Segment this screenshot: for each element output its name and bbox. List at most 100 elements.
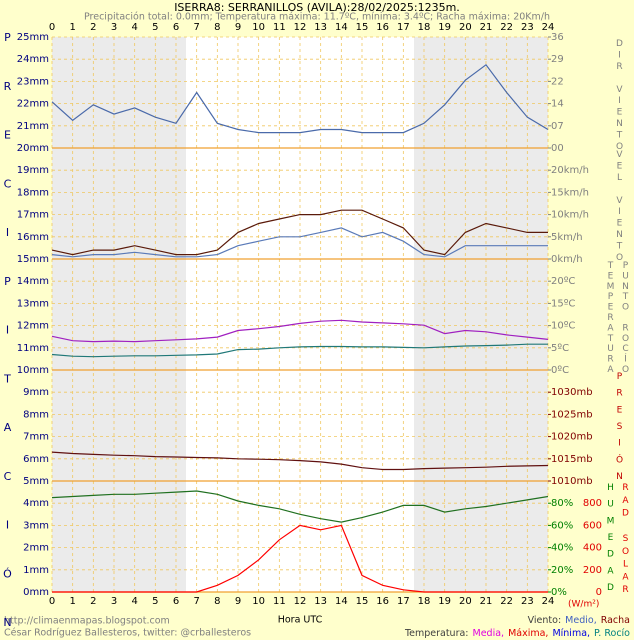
- x-tick-label: 0: [49, 22, 55, 33]
- y-tick-label: 29: [551, 54, 564, 65]
- y2-tick-label: 200: [583, 565, 602, 576]
- x-tick-label: 12: [294, 596, 307, 607]
- y-tick-label: 24mm: [17, 54, 49, 65]
- y-tick-label: 0km/h: [551, 254, 583, 265]
- y-tick-label: 0mm: [23, 587, 49, 598]
- x-tick-label: 10: [252, 596, 265, 607]
- side-label: HUMEDAD: [606, 483, 616, 600]
- x-tick-label: 11: [273, 596, 286, 607]
- legend-item: Máxima,: [508, 628, 548, 639]
- y-tick-label: 1mm: [23, 565, 49, 576]
- y-tick-label: 5km/h: [551, 232, 583, 243]
- x-tick-label: 16: [376, 22, 389, 33]
- x-tick-label: 4: [131, 596, 137, 607]
- y-tick-label: 15km/h: [551, 187, 589, 198]
- x-tick-label: 6: [173, 596, 179, 607]
- side-label: TEMPERATURA: [606, 261, 616, 375]
- footer-url: http://climaenmapas.blogspot.com: [4, 616, 170, 627]
- y-tick-label: 1015mb: [551, 454, 593, 465]
- x-tick-label: 9: [235, 22, 241, 33]
- side-label: PUNTO ROCÍO: [621, 261, 631, 375]
- footer-author: César Rodríguez Ballesteros, twitter: @c…: [4, 628, 251, 639]
- y2-unit-label: (W/m²): [568, 600, 599, 610]
- y-tick-label: 17mm: [17, 210, 49, 221]
- x-tick-label: 17: [397, 22, 410, 33]
- x-axis-label: Hora UTC: [278, 615, 323, 626]
- y-tick-label: 15ºC: [551, 298, 575, 309]
- x-tick-label: 20: [459, 22, 472, 33]
- x-tick-label: 13: [314, 22, 327, 33]
- data-line: [51, 490, 549, 523]
- legend-item: Medio,: [565, 615, 597, 626]
- y-tick-label: 07: [551, 121, 564, 132]
- x-tick-label: 8: [214, 22, 220, 33]
- y2-tick-label: 400: [583, 543, 602, 554]
- x-tick-label: 20: [459, 596, 472, 607]
- y-tick-label: 0%: [551, 587, 567, 598]
- x-tick-label: 18: [418, 22, 431, 33]
- x-tick-label: 15: [356, 596, 369, 607]
- data-line: [51, 227, 548, 258]
- x-tick-label: 24: [542, 596, 555, 607]
- y-tick-label: 13mm: [17, 298, 49, 309]
- night-shade: [52, 37, 186, 592]
- y-tick-label: 11mm: [17, 343, 49, 354]
- x-tick-label: 0: [49, 596, 55, 607]
- x-tick-label: 2: [90, 596, 96, 607]
- y-tick-label: 23mm: [17, 76, 49, 87]
- x-tick-label: 5: [152, 596, 158, 607]
- data-line: [51, 451, 549, 471]
- x-tick-label: 13: [314, 596, 327, 607]
- y-tick-label: 8mm: [23, 409, 49, 420]
- x-tick-label: 11: [273, 22, 286, 33]
- data-line: [51, 209, 548, 256]
- legend-item: Media,: [473, 628, 505, 639]
- legend-item: Mínima,: [552, 628, 590, 639]
- data-line: [52, 524, 548, 593]
- y-tick-label: 3mm: [23, 520, 49, 531]
- y-tick-label: 00: [551, 143, 564, 154]
- y-tick-label: 14mm: [17, 276, 49, 287]
- x-tick-label: 3: [111, 22, 117, 33]
- x-tick-label: 14: [335, 22, 348, 33]
- y-tick-label: 9mm: [23, 387, 49, 398]
- x-tick-label: 22: [500, 22, 513, 33]
- x-tick-label: 7: [193, 596, 199, 607]
- y-tick-label: 20mm: [17, 143, 49, 154]
- x-tick-label: 8: [214, 596, 220, 607]
- x-tick-label: 4: [131, 22, 137, 33]
- y2-tick-label: 600: [583, 520, 602, 531]
- subtitle: Precipitación total: 0.0mm; Temperatura …: [84, 12, 550, 23]
- x-tick-label: 21: [480, 596, 493, 607]
- x-tick-label: 19: [438, 596, 451, 607]
- y-tick-label: 12mm: [17, 321, 49, 332]
- y-tick-label: 20ºC: [551, 276, 575, 287]
- side-label: RAD SOLAR: [621, 483, 631, 598]
- y-tick-label: 40%: [551, 543, 573, 554]
- y-tick-label: 22mm: [17, 99, 49, 110]
- y-tick-label: 1020mb: [551, 432, 593, 443]
- x-tick-label: 15: [356, 22, 369, 33]
- x-tick-label: 17: [397, 596, 410, 607]
- y-tick-label: 18mm: [17, 187, 49, 198]
- x-tick-label: 2: [90, 22, 96, 33]
- legend-item: P. Rocío: [594, 628, 630, 639]
- y-tick-label: 14: [551, 99, 564, 110]
- legend: Viento: Medio, Racha: [528, 615, 630, 626]
- x-tick-label: 18: [418, 596, 431, 607]
- x-tick-label: 6: [173, 22, 179, 33]
- y-tick-label: 2mm: [23, 543, 49, 554]
- night-shade: [414, 37, 548, 592]
- data-line: [51, 319, 549, 343]
- x-tick-label: 24: [542, 22, 555, 33]
- legend-item: Racha: [601, 615, 630, 626]
- y-tick-label: 80%: [551, 498, 573, 509]
- legend-label: Temperatura:: [404, 628, 469, 639]
- y-tick-label: 6mm: [23, 454, 49, 465]
- y-tick-label: 20km/h: [551, 165, 589, 176]
- y-tick-label: 1025mb: [551, 409, 593, 420]
- y2-tick-label: 0: [596, 587, 602, 598]
- y-tick-label: 19mm: [17, 165, 49, 176]
- legend-label: Viento:: [528, 615, 562, 626]
